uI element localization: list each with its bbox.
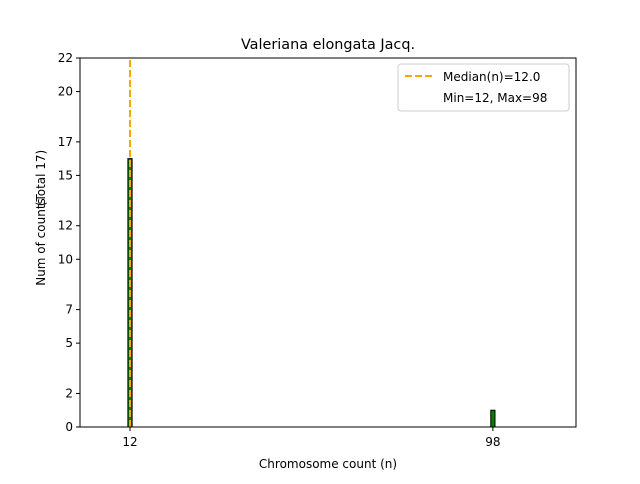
y-tick-label: 7	[65, 303, 73, 317]
y-axis-label: Num of counts	[34, 198, 48, 286]
legend: Median(n)=12.0 Min=12, Max=98	[397, 63, 570, 112]
legend-minmax-label: Min=12, Max=98	[443, 91, 547, 105]
y-axis-label-total: (Total 17)	[34, 150, 48, 206]
y-tick-label: 10	[58, 252, 73, 266]
y-tick-label: 17	[58, 135, 73, 149]
y-tick-label: 0	[65, 420, 73, 434]
legend-box	[397, 63, 570, 112]
chart-title: Valeriana elongata Jacq.	[241, 37, 415, 53]
x-axis-label: Chromosome count (n)	[259, 457, 397, 471]
bar-98	[490, 409, 496, 428]
plot-area: 0 2 5 7 10 12 15 17 20 22 12 98	[58, 51, 577, 449]
y-tick-label: 12	[58, 219, 73, 233]
y-tick-label: 20	[58, 85, 73, 99]
y-tick-label: 15	[58, 168, 73, 182]
legend-median-label: Median(n)=12.0	[443, 70, 540, 84]
y-tick-label: 2	[65, 386, 73, 400]
y-tick-label: 22	[58, 51, 73, 65]
y-tick-label: 5	[65, 336, 73, 350]
axes-frame	[79, 57, 577, 428]
x-tick-label: 12	[122, 435, 137, 449]
x-tick-label: 98	[485, 435, 500, 449]
